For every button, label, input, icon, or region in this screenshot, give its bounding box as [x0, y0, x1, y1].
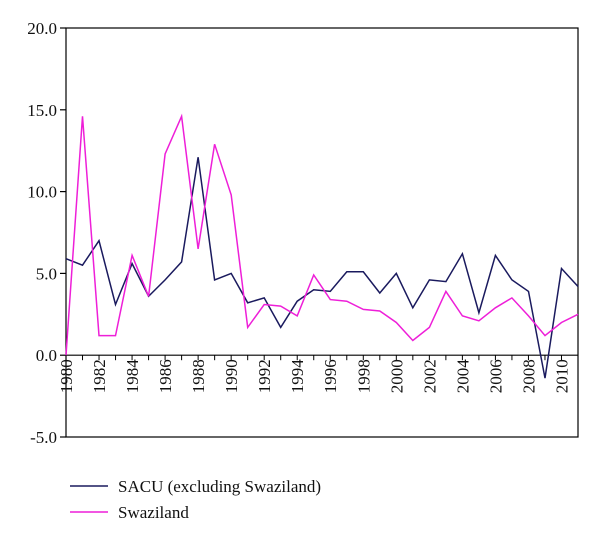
x-tick-label: 1982: [90, 359, 109, 393]
y-tick-label: 15.0: [27, 101, 57, 120]
legend-item-swaziland: Swaziland: [70, 503, 189, 522]
y-tick-label: 0.0: [36, 346, 57, 365]
legend-item-sacu: SACU (excluding Swaziland): [70, 477, 321, 496]
x-tick-label: 2002: [420, 359, 439, 393]
x-tick-label: 1998: [354, 359, 373, 393]
y-tick-label: 10.0: [27, 183, 57, 202]
x-tick-label: 1984: [123, 359, 142, 394]
legend-label-sacu: SACU (excluding Swaziland): [118, 477, 321, 496]
x-tick-label: 2004: [453, 359, 472, 394]
series-line-sacu: [65, 157, 579, 379]
x-tick-label: 1992: [255, 359, 274, 393]
series-lines: [65, 113, 579, 379]
x-tick-label: 1994: [288, 359, 307, 394]
x-tick-label: 1980: [57, 359, 76, 393]
x-tick-label: 2000: [387, 359, 406, 393]
y-tick-label: -5.0: [30, 428, 57, 447]
x-tick-label: 1996: [321, 359, 340, 393]
x-tick-label: 2008: [519, 359, 538, 393]
x-tick-label: 2010: [552, 359, 571, 393]
legend: SACU (excluding Swaziland) Swaziland: [70, 477, 321, 522]
series-line-swaziland: [65, 113, 579, 356]
x-tick-label: 1988: [189, 359, 208, 393]
legend-label-swaziland: Swaziland: [118, 503, 189, 522]
x-axis: 1980 1982 1984 1986 1988 1990 1992 1994 1996 1998…: [57, 355, 579, 394]
x-tick-label: 1986: [156, 359, 175, 393]
plot-area: -5.00.05.010.015.020.0 1980 1982 1984 1986 1…: [27, 19, 579, 447]
y-tick-label: 5.0: [36, 264, 57, 283]
plot-frame: [65, 27, 579, 438]
x-tick-label: 2006: [486, 359, 505, 393]
y-axis: -5.0 0.0 5.0 10.0 15.0 20.0: [27, 19, 66, 447]
x-tick-label: 1990: [222, 359, 241, 393]
y-tick-label: 20.0: [27, 19, 57, 38]
